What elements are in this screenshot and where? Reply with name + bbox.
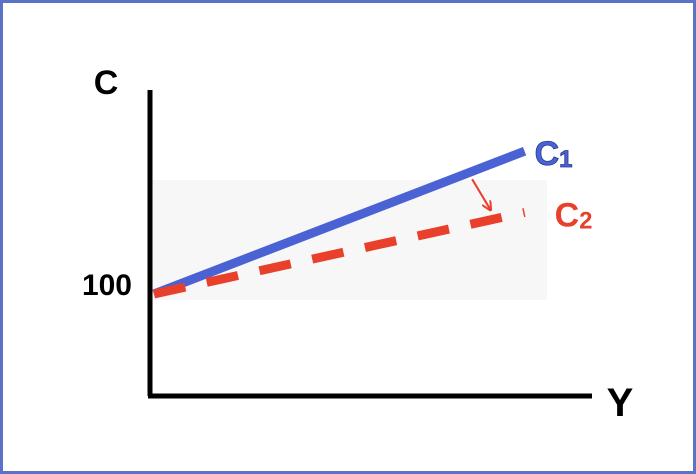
series-line-c2 <box>153 208 526 299</box>
series-label-c1-subscript: 1 <box>559 146 572 173</box>
series-label-c2-subscript: 2 <box>579 207 592 234</box>
y-tick-label: 100 <box>82 269 132 302</box>
x-axis-label: Y <box>607 381 634 425</box>
series-label-c2: C2 <box>555 196 593 234</box>
series-label-c1: C1 <box>535 135 573 173</box>
series-label-c2-name: C <box>555 196 580 234</box>
shift-arrow <box>471 178 490 209</box>
series-label-c1-name: C <box>535 135 560 173</box>
series-line-c1 <box>152 147 527 299</box>
y-axis-label: C <box>94 64 119 102</box>
